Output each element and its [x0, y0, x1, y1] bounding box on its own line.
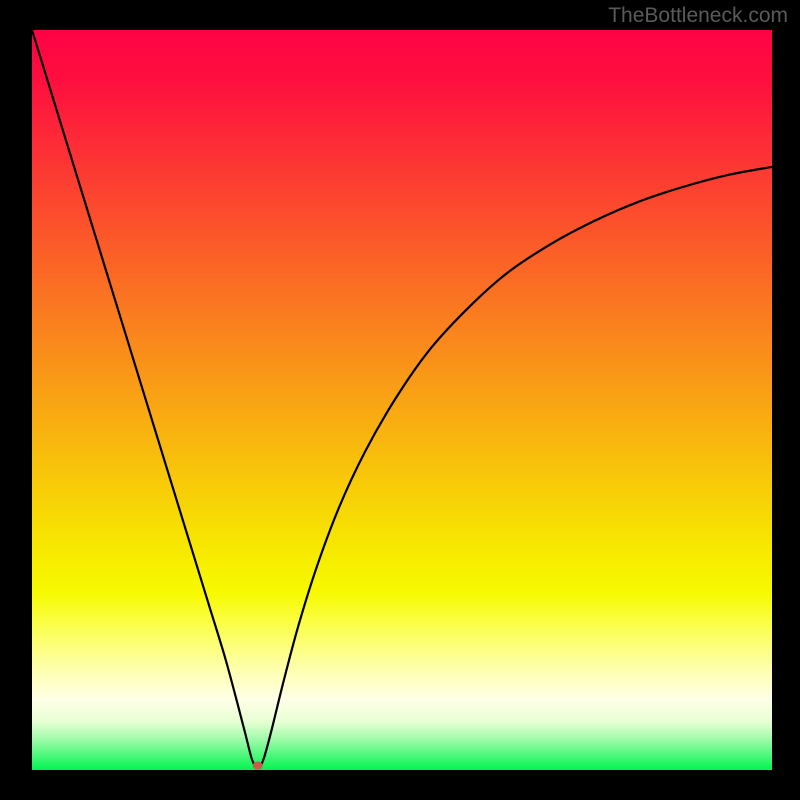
plot-area — [32, 30, 772, 770]
minimum-marker — [253, 762, 263, 770]
curve-left-branch — [32, 30, 256, 768]
curve-right-branch — [260, 167, 772, 768]
chart-curve-svg — [32, 30, 772, 770]
watermark-text: TheBottleneck.com — [608, 4, 788, 28]
